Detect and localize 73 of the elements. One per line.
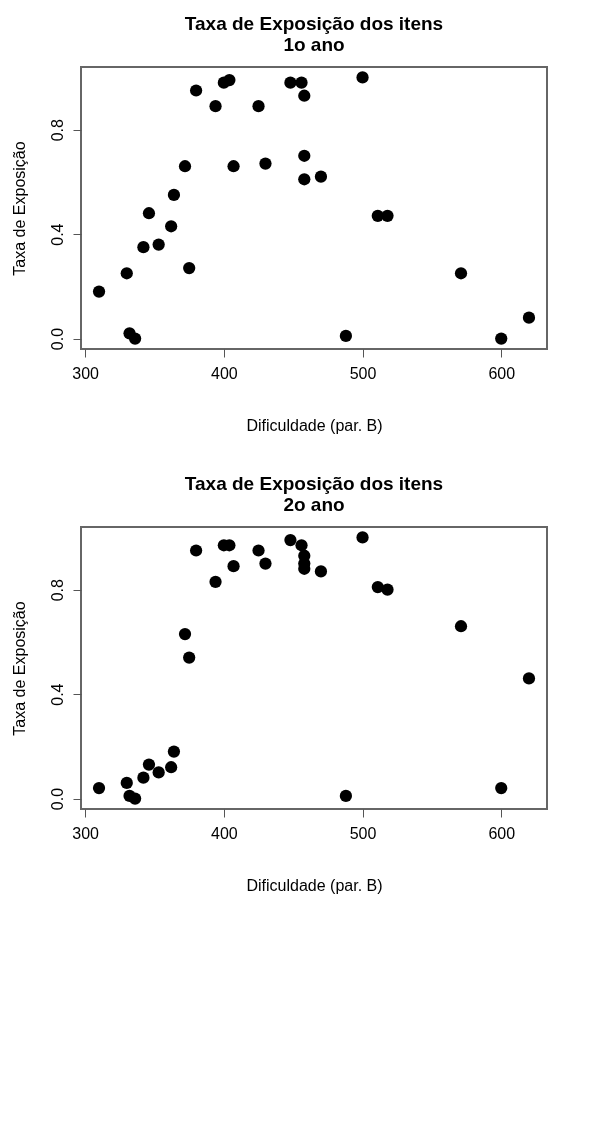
point <box>178 160 192 173</box>
point <box>298 149 311 162</box>
point <box>120 267 133 280</box>
point <box>128 792 142 805</box>
point <box>189 84 203 97</box>
point <box>295 76 308 89</box>
point <box>165 761 178 774</box>
x-tick-label: 400 <box>211 824 238 842</box>
point <box>314 565 328 578</box>
x-tick-label: 300 <box>72 364 100 382</box>
point <box>152 766 165 779</box>
x-tick-label: 500 <box>349 364 377 382</box>
point <box>495 332 508 345</box>
point <box>339 329 353 343</box>
x-axis-title: Dificuldade (par. B) <box>246 876 383 894</box>
point <box>128 332 142 345</box>
point <box>178 627 192 641</box>
y-tick-label: 0.4 <box>48 223 66 246</box>
point <box>223 73 236 87</box>
y-tick-label: 0.8 <box>48 118 66 142</box>
point <box>356 531 369 544</box>
point <box>356 71 369 84</box>
point <box>227 160 240 173</box>
point <box>165 220 178 233</box>
point <box>142 207 156 220</box>
point <box>120 776 133 789</box>
point <box>142 758 156 771</box>
x-tick-label: 500 <box>349 824 377 842</box>
point <box>137 241 150 254</box>
point <box>137 771 150 784</box>
y-axis-title: Taxa de Exposição <box>10 141 28 276</box>
point <box>522 672 536 685</box>
point <box>284 533 297 547</box>
x-tick-label: 600 <box>488 824 516 842</box>
point <box>454 620 468 633</box>
point <box>209 575 222 588</box>
point <box>284 76 297 89</box>
point <box>454 267 468 280</box>
point <box>295 539 308 552</box>
point <box>183 651 196 664</box>
point <box>189 544 203 557</box>
point <box>209 100 222 113</box>
point <box>371 580 384 594</box>
y-tick-label: 0.4 <box>48 683 66 706</box>
point <box>92 782 106 795</box>
point <box>298 89 311 102</box>
point <box>252 544 265 557</box>
y-tick-label: 0.8 <box>48 578 66 602</box>
point <box>298 173 311 186</box>
point <box>522 311 536 324</box>
point <box>92 285 106 298</box>
point <box>167 188 181 202</box>
point <box>495 782 508 795</box>
x-tick-label: 300 <box>72 824 100 842</box>
point <box>183 261 196 275</box>
point <box>227 560 240 573</box>
chart-title: Taxa de Exposição dos itens 2o ano <box>184 473 444 515</box>
y-tick-label: 0.0 <box>48 327 66 351</box>
point <box>314 170 328 183</box>
point <box>339 789 353 803</box>
y-axis-title: Taxa de Exposição <box>10 601 28 736</box>
point <box>167 745 181 758</box>
point <box>152 238 165 251</box>
point <box>252 100 265 113</box>
point <box>381 209 394 222</box>
chart-title: Taxa de Exposição dos itens 1o ano <box>184 13 444 55</box>
point <box>259 557 272 570</box>
point <box>259 157 272 170</box>
x-axis-title: Dificuldade (par. B) <box>246 416 383 434</box>
x-tick-label: 400 <box>211 364 238 382</box>
point <box>381 583 394 596</box>
y-tick-label: 0.0 <box>48 787 66 811</box>
x-tick-label: 600 <box>488 364 516 382</box>
